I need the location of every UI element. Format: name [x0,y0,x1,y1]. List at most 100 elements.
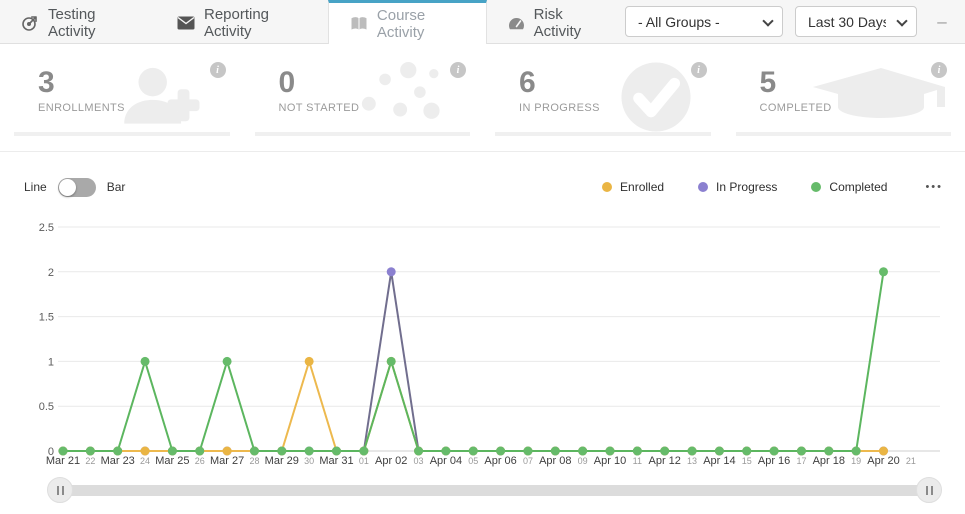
slider-handle-right[interactable] [916,477,942,503]
scattered-dots-icon [356,62,442,125]
gauge-icon [508,16,525,31]
svg-text:24: 24 [140,456,150,466]
chart-controls: Line Bar Enrolled In Progress Completed … [24,172,943,202]
chart-legend: Enrolled In Progress Completed ••• [602,180,943,194]
svg-text:Apr 18: Apr 18 [813,455,845,467]
svg-text:07: 07 [523,456,533,466]
check-circle-icon [619,60,693,132]
svg-text:Apr 14: Apr 14 [703,455,735,467]
svg-text:26: 26 [195,456,205,466]
chart-type-toggle-group: Line Bar [24,177,126,197]
date-filter-wrap: Last 30 Days [795,6,917,37]
svg-text:21: 21 [906,456,916,466]
svg-text:0: 0 [48,446,54,458]
svg-text:Apr 08: Apr 08 [539,455,571,467]
svg-text:Mar 21: Mar 21 [46,455,80,467]
group-filter-wrap: - All Groups - [625,6,783,37]
legend-label: Enrolled [620,180,665,194]
svg-text:01: 01 [359,456,369,466]
toggle-knob [58,178,76,196]
tab-label: Reporting Activity [203,6,270,40]
slider-track[interactable] [60,485,935,496]
date-range-slider [0,476,965,504]
stat-card-in-progress: 6 IN PROGRESS i [495,58,711,136]
svg-text:2.5: 2.5 [39,222,54,234]
svg-text:1.5: 1.5 [39,312,54,324]
svg-text:Apr 06: Apr 06 [484,455,516,467]
tab-reporting-activity[interactable]: Reporting Activity [156,0,328,43]
svg-text:Apr 02: Apr 02 [375,455,407,467]
svg-text:09: 09 [578,456,588,466]
target-arrow-icon [21,14,39,32]
slider-handle-left[interactable] [47,477,73,503]
book-icon [350,16,368,32]
tab-label: Testing Activity [48,6,96,40]
ellipsis-menu-icon[interactable]: ••• [925,181,943,193]
stat-value: 0 [278,66,296,99]
svg-text:Apr 20: Apr 20 [867,455,899,467]
svg-text:Mar 23: Mar 23 [101,455,135,467]
svg-text:17: 17 [796,456,806,466]
stat-card-not-started: 0 NOT STARTED i [254,58,470,136]
svg-text:2: 2 [48,267,54,279]
legend-item-completed[interactable]: Completed [811,180,887,194]
date-filter-select[interactable]: Last 30 Days [795,6,917,37]
stat-card-completed: 5 COMPLETED i [735,58,951,136]
info-icon[interactable]: i [450,62,466,78]
info-icon[interactable]: i [209,62,226,78]
legend-dot [602,182,613,192]
tab-label: Course Activity [376,6,426,41]
svg-text:Mar 25: Mar 25 [155,455,189,467]
stat-label: ENROLLMENTS [38,102,125,114]
svg-text:13: 13 [687,456,697,466]
activity-chart: 0 0.5 1 1.5 2 2.5 Mar 21 22 Mar 23 24 Mar 25 26 Mar … [39,222,940,467]
legend-item-in-progress[interactable]: In Progress [698,180,777,194]
group-filter-select[interactable]: - All Groups - [625,6,783,37]
legend-label: In Progress [716,180,778,194]
tab-course-activity[interactable]: Course Activity [327,0,487,44]
legend-dot [698,182,709,192]
stat-value: 5 [759,66,777,99]
svg-text:30: 30 [304,456,314,466]
svg-text:Apr 16: Apr 16 [758,455,790,467]
line-mode-label[interactable]: Line [24,180,47,194]
info-icon[interactable]: i [931,62,947,78]
tab-bar: Testing Activity Reporting Activity Cour… [0,0,965,44]
envelope-icon [177,16,195,30]
header-filters: - All Groups - Last 30 Days – [625,0,965,43]
svg-text:Apr 12: Apr 12 [648,455,680,467]
svg-text:05: 05 [468,456,478,466]
svg-text:Mar 31: Mar 31 [319,455,353,467]
svg-text:15: 15 [742,456,752,466]
tab-testing-activity[interactable]: Testing Activity [0,0,156,43]
tab-risk-activity[interactable]: Risk Activity [487,0,625,43]
stat-label: IN PROGRESS [519,102,600,114]
minimize-icon[interactable]: – [937,11,947,31]
stat-label: NOT STARTED [278,102,360,114]
svg-text:Mar 29: Mar 29 [265,455,299,467]
chart-area: 0 0.5 1 1.5 2 2.5 Mar 21 22 Mar 23 24 Mar 25 26 Mar … [0,214,965,470]
svg-text:19: 19 [851,456,861,466]
svg-text:22: 22 [85,456,95,466]
line-bar-toggle[interactable] [57,177,96,197]
stat-value: 6 [519,66,536,99]
svg-text:Apr 10: Apr 10 [594,455,626,467]
info-icon[interactable]: i [690,62,707,78]
legend-item-enrolled[interactable]: Enrolled [602,180,664,194]
svg-text:Mar 27: Mar 27 [210,455,244,467]
user-plus-icon [120,62,202,131]
stat-label: COMPLETED [759,102,832,114]
stat-value: 3 [38,66,55,99]
tab-label: Risk Activity [533,6,582,40]
svg-text:0.5: 0.5 [39,401,54,413]
svg-text:1: 1 [48,356,54,368]
svg-text:03: 03 [414,456,424,466]
legend-dot [811,182,822,192]
legend-label: Completed [829,180,888,194]
stat-cards: 3 ENROLLMENTS i 0 NOT STARTED i 6 IN PRO… [14,58,951,136]
svg-text:11: 11 [633,456,642,466]
graduation-cap-icon [813,68,949,125]
bar-mode-label[interactable]: Bar [106,180,126,194]
svg-text:28: 28 [249,456,259,466]
